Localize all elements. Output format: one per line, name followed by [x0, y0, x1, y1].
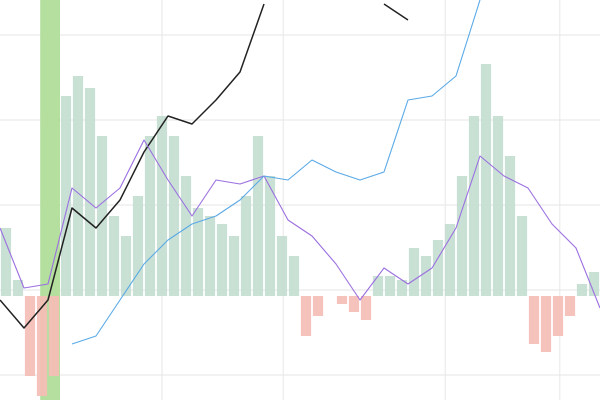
histogram-bar — [156, 116, 168, 296]
histogram-bar — [264, 176, 276, 296]
histogram-bar — [528, 296, 540, 344]
histogram-bar — [108, 216, 120, 296]
histogram-bar — [12, 280, 24, 296]
series-line — [0, 139, 600, 309]
histogram-bar — [0, 228, 12, 296]
histogram-bar — [504, 156, 516, 296]
series-line — [0, 3, 409, 329]
histogram-bar — [480, 64, 492, 296]
histogram-bar — [120, 236, 132, 296]
histogram-bar — [456, 176, 468, 296]
histogram-bar — [420, 256, 432, 296]
histogram-bar — [48, 296, 60, 376]
histogram-bar — [24, 296, 36, 376]
series-line — [71, 0, 481, 345]
histogram-bar — [228, 236, 240, 296]
histogram-bar — [348, 296, 360, 312]
histogram-bar — [372, 276, 384, 296]
histogram-bar — [96, 136, 108, 296]
histogram-bar — [252, 136, 264, 296]
histogram-bar — [192, 208, 204, 296]
histogram-bar — [144, 136, 156, 296]
histogram-bar — [576, 284, 588, 296]
histogram-bar — [360, 296, 372, 320]
histogram-bar — [168, 136, 180, 296]
histogram-bar — [468, 116, 480, 296]
histogram-bar — [516, 216, 528, 296]
histogram-bar — [204, 216, 216, 296]
histogram-bar — [216, 224, 228, 296]
histogram-bar — [540, 296, 552, 352]
histogram-bar — [432, 240, 444, 296]
histogram-bar — [180, 176, 192, 296]
histogram-bar — [84, 88, 96, 296]
histogram-bar — [492, 116, 504, 296]
histogram-bar — [288, 256, 300, 296]
histogram-bar — [276, 236, 288, 296]
histogram-bar — [312, 296, 324, 316]
histogram-bar — [444, 224, 456, 296]
histogram-bar — [588, 272, 600, 296]
histogram-bar — [384, 276, 396, 296]
histogram-bar — [336, 296, 348, 304]
histogram-bar — [132, 196, 144, 296]
histogram-bar — [240, 196, 252, 296]
histogram-bar — [60, 96, 72, 296]
histogram-bar — [564, 296, 576, 316]
histogram-bar — [300, 296, 312, 336]
histogram-bar — [552, 296, 564, 336]
histogram-bar — [72, 76, 84, 296]
histogram-bar — [408, 248, 420, 296]
histogram-bar — [36, 296, 48, 396]
histogram-bar — [396, 280, 408, 296]
